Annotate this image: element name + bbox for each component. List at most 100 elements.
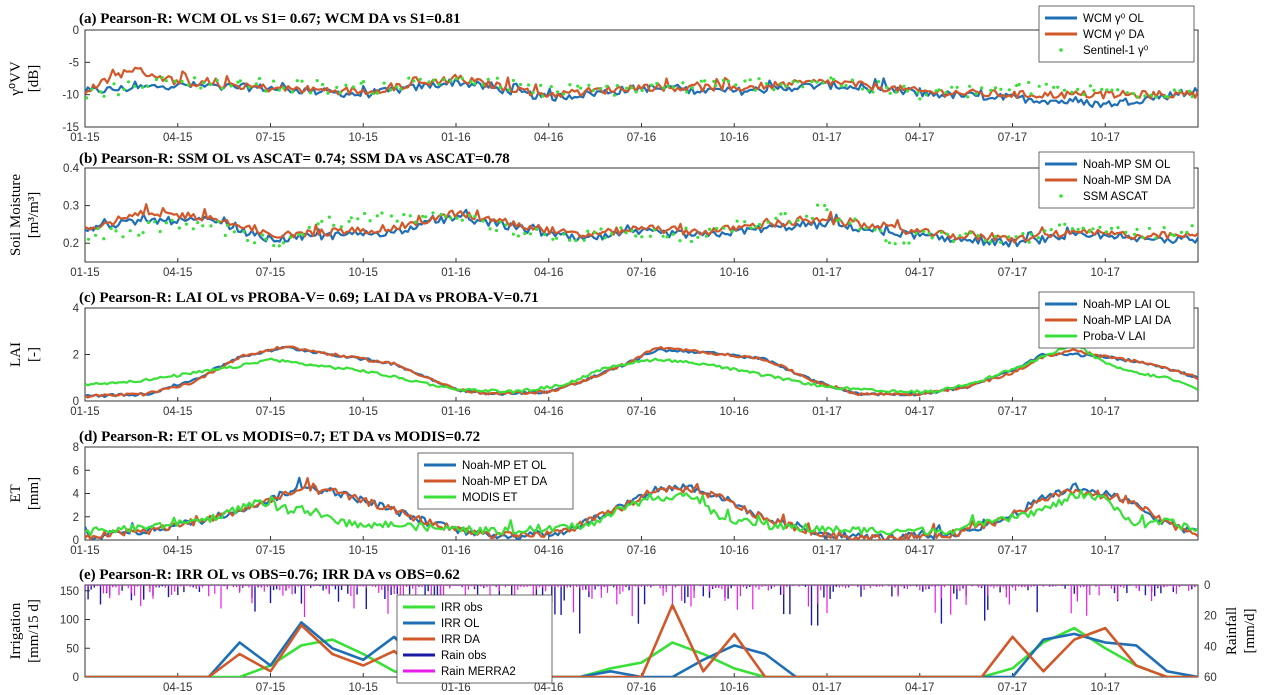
data-point bbox=[1007, 235, 1011, 239]
data-point bbox=[277, 244, 281, 248]
data-point bbox=[837, 218, 842, 222]
data-point bbox=[201, 224, 205, 228]
y-axis-label: Soil Moisture bbox=[8, 174, 24, 256]
data-point bbox=[347, 219, 351, 223]
legend: IRR obs IRR OL IRR DA Rain obs Rain MERRA2 bbox=[396, 594, 553, 684]
data-point bbox=[708, 227, 712, 231]
data-point bbox=[1187, 89, 1192, 93]
data-point bbox=[177, 226, 181, 230]
data-point bbox=[980, 86, 984, 90]
data-point bbox=[511, 78, 515, 83]
x-tick-label: 07-16 bbox=[627, 406, 656, 418]
x-tick-label: 10-16 bbox=[720, 132, 749, 144]
data-point bbox=[655, 81, 659, 86]
data-point bbox=[829, 76, 833, 80]
data-point bbox=[126, 80, 131, 84]
data-point bbox=[562, 232, 566, 236]
data-point bbox=[894, 90, 898, 94]
data-point bbox=[969, 231, 973, 235]
x-tick-label: 10-16 bbox=[720, 267, 749, 279]
data-point bbox=[1070, 90, 1074, 94]
x-tick-label: 07-15 bbox=[256, 267, 285, 279]
data-point bbox=[893, 242, 897, 246]
legend-entry: Noah-MP SM DA bbox=[1083, 175, 1171, 187]
data-point bbox=[467, 213, 472, 218]
data-point bbox=[690, 86, 694, 90]
data-point bbox=[1179, 230, 1184, 234]
data-point bbox=[944, 90, 948, 94]
data-point bbox=[173, 79, 177, 83]
data-point bbox=[128, 229, 132, 233]
series-rain-merra2 bbox=[85, 585, 1196, 617]
legend-entry: Noah-MP ET OL bbox=[462, 460, 547, 472]
data-point bbox=[983, 238, 987, 243]
data-point bbox=[141, 231, 145, 235]
legend-entry: Proba-V LAI bbox=[1083, 331, 1146, 343]
x-tick-label: 01-16 bbox=[441, 682, 470, 694]
data-point bbox=[587, 83, 591, 87]
data-point bbox=[779, 82, 783, 86]
data-point bbox=[661, 234, 665, 238]
data-point bbox=[191, 227, 195, 231]
x-tick-label: 04-16 bbox=[534, 545, 563, 557]
data-point bbox=[289, 235, 293, 239]
data-point bbox=[879, 229, 883, 233]
data-point bbox=[90, 87, 94, 91]
data-point bbox=[359, 81, 363, 85]
data-point bbox=[922, 229, 926, 233]
data-point bbox=[968, 84, 972, 88]
data-point bbox=[247, 85, 251, 89]
data-point bbox=[1124, 230, 1128, 234]
plot-area bbox=[85, 341, 1198, 399]
data-point bbox=[272, 79, 276, 83]
series-irr-da bbox=[85, 603, 1198, 677]
data-point bbox=[1076, 227, 1080, 231]
data-point bbox=[290, 90, 294, 94]
series-modis-et bbox=[85, 489, 1198, 537]
data-point bbox=[1190, 224, 1194, 228]
data-point bbox=[1172, 88, 1176, 92]
legend: Noah-MP ET OL Noah-MP ET DA MODIS ET bbox=[417, 452, 574, 510]
data-point bbox=[193, 76, 197, 80]
data-point bbox=[332, 223, 336, 227]
data-point bbox=[696, 235, 700, 239]
data-point bbox=[640, 88, 644, 93]
data-point bbox=[619, 226, 623, 230]
data-point bbox=[531, 90, 535, 95]
data-point bbox=[1071, 227, 1075, 231]
data-point bbox=[281, 86, 285, 90]
data-point bbox=[858, 227, 862, 231]
data-point bbox=[823, 203, 827, 208]
panel-title: (a) Pearson-R: WCM OL vs S1= 0.67; WCM D… bbox=[79, 11, 461, 27]
data-point bbox=[681, 81, 685, 85]
panel-title: (d) Pearson-R: ET OL vs MODIS=0.7; ET DA… bbox=[79, 429, 480, 445]
legend-entry: Sentinel-1 γ⁰ bbox=[1083, 45, 1149, 57]
data-point bbox=[351, 85, 355, 89]
x-tick-label: 01-15 bbox=[70, 406, 99, 418]
data-point bbox=[810, 79, 814, 84]
data-point bbox=[94, 233, 98, 237]
data-point bbox=[867, 89, 871, 93]
data-point bbox=[603, 236, 607, 240]
data-point bbox=[662, 86, 666, 90]
x-tick-label: 01-16 bbox=[441, 406, 470, 418]
data-point bbox=[541, 94, 545, 98]
data-point bbox=[671, 85, 676, 89]
data-point bbox=[96, 227, 100, 231]
x-tick-label: 10-15 bbox=[349, 545, 378, 557]
data-point bbox=[246, 238, 250, 243]
data-point bbox=[999, 240, 1003, 244]
data-point bbox=[848, 221, 852, 225]
x-tick-label: 10-15 bbox=[349, 267, 378, 279]
data-point bbox=[853, 217, 857, 221]
data-point bbox=[295, 79, 299, 83]
data-point bbox=[257, 76, 262, 81]
data-point bbox=[208, 82, 212, 87]
data-point bbox=[788, 220, 792, 224]
data-point bbox=[232, 230, 236, 234]
data-point bbox=[1178, 89, 1182, 93]
data-point bbox=[930, 236, 934, 240]
x-tick-label: 04-17 bbox=[905, 267, 934, 279]
data-point bbox=[801, 85, 805, 89]
